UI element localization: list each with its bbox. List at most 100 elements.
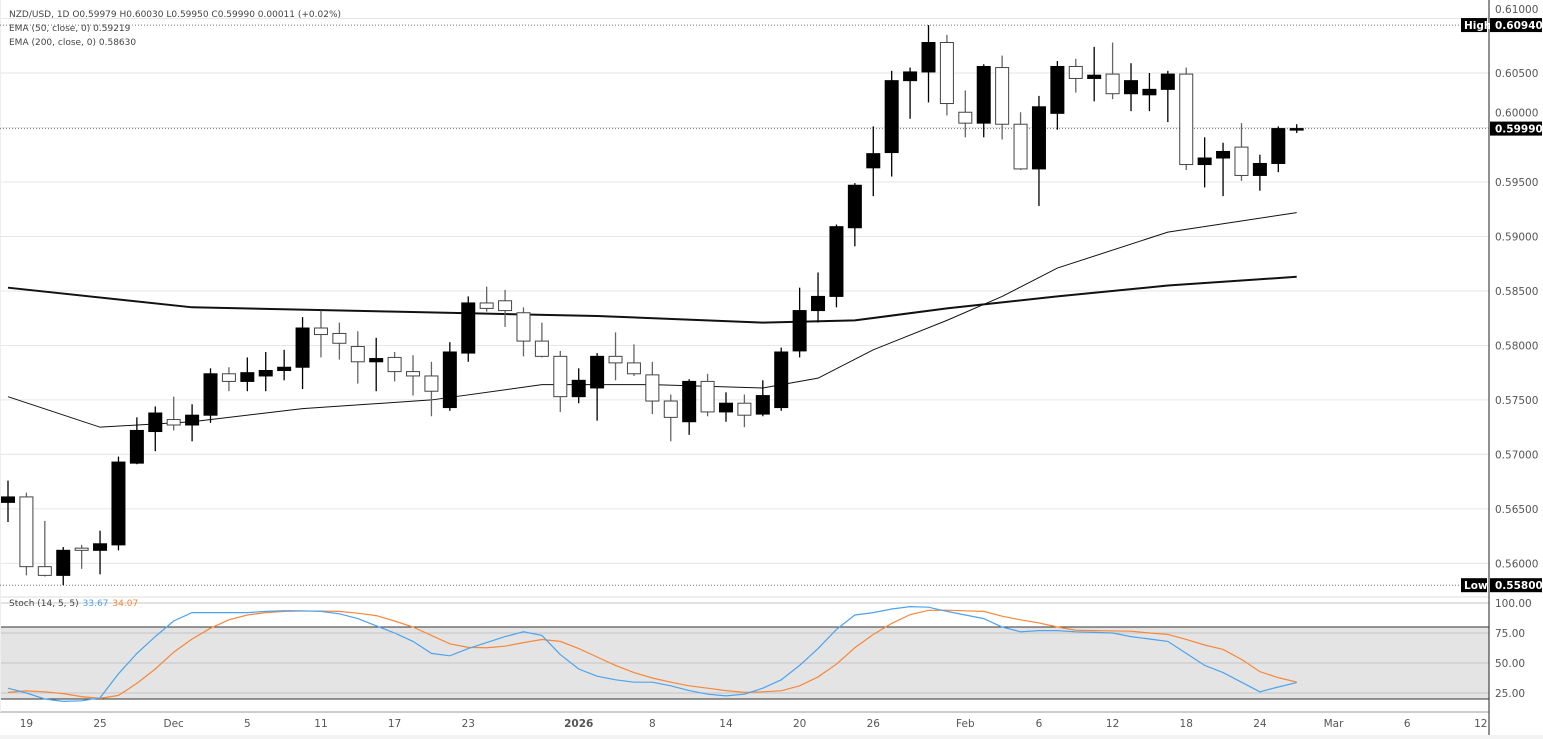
candle <box>1068 58 1083 93</box>
price-axis-label: 0.56500 <box>1495 504 1538 516</box>
price-axis-label: 0.58500 <box>1495 286 1538 298</box>
stoch-legend: Stoch (14, 5, 5) 33.67 34.07 <box>9 599 142 610</box>
candle <box>626 344 641 376</box>
stoch-d-value: 34.07 <box>112 599 139 609</box>
candle <box>1179 67 1194 170</box>
candle <box>166 396 181 431</box>
candle-body <box>774 351 789 409</box>
candle-body <box>1252 162 1267 176</box>
candle-body <box>1031 106 1046 170</box>
candle-body <box>718 402 733 413</box>
candle <box>313 310 328 358</box>
candle <box>129 417 144 465</box>
candle-body <box>56 549 71 576</box>
price-axis-label: 0.56000 <box>1495 558 1538 570</box>
candle-body <box>221 373 236 382</box>
candle-body <box>313 327 328 336</box>
candle <box>700 373 715 417</box>
time-axis-label: 19 <box>20 718 33 730</box>
candle-body <box>203 373 218 416</box>
marker-tag-low <box>1461 578 1487 593</box>
candle-body <box>590 355 605 389</box>
candle <box>424 361 439 417</box>
stoch-axis-label: 25.00 <box>1495 688 1525 700</box>
candle <box>1 480 15 522</box>
candle <box>866 126 881 197</box>
ema50-label: EMA (50, close, 0) 0.59219 <box>9 24 131 34</box>
candle-body <box>1197 157 1212 166</box>
candle <box>369 337 384 392</box>
candle-body <box>1271 128 1286 164</box>
candle <box>19 492 34 576</box>
candle <box>203 368 218 423</box>
candle-body <box>350 346 365 363</box>
candle <box>939 34 954 116</box>
candle <box>534 322 549 358</box>
time-axis-label: 23 <box>462 718 475 730</box>
time-axis-label: 17 <box>388 718 401 730</box>
candle-body <box>369 358 384 363</box>
candle <box>1216 142 1231 197</box>
candle <box>995 55 1010 140</box>
candle-body <box>1124 80 1139 95</box>
candle-body <box>737 402 752 416</box>
candle <box>571 368 586 404</box>
price-marker-value: 0.60940 <box>1495 20 1543 32</box>
candle <box>74 544 89 569</box>
candle <box>1105 42 1120 100</box>
candle-body <box>645 374 660 402</box>
candle <box>1142 73 1157 112</box>
candle <box>1031 95 1046 206</box>
candle-body <box>866 153 881 169</box>
candle <box>718 392 733 422</box>
candle-body <box>663 400 678 418</box>
candle <box>442 342 457 411</box>
candle <box>93 530 108 575</box>
candle <box>811 272 826 323</box>
candle-body <box>1087 74 1102 79</box>
candle-body <box>1216 150 1231 159</box>
candle-body <box>93 543 108 551</box>
candle-body <box>1105 73 1120 95</box>
candle <box>1271 126 1286 173</box>
time-axis-label: 26 <box>867 718 881 730</box>
price-marker-box <box>1490 121 1542 136</box>
candle-body <box>277 366 292 372</box>
candle-body <box>166 419 181 426</box>
candle-body <box>847 184 862 229</box>
candle <box>148 406 163 452</box>
candle <box>884 70 899 177</box>
time-axis-label: 8 <box>649 718 656 730</box>
candle <box>737 394 752 428</box>
marker-tag-high <box>1461 18 1487 33</box>
stoch-axis-label: 100.00 <box>1495 598 1532 610</box>
candle <box>608 332 623 381</box>
time-axis-label: Dec <box>164 718 185 730</box>
price-axis-label: 0.59500 <box>1495 177 1538 189</box>
candle <box>682 379 697 435</box>
marker-tag-label: High <box>1464 20 1491 32</box>
price-axis-label: 0.57500 <box>1495 395 1538 407</box>
stoch-k-line <box>7 605 1297 703</box>
candle-body <box>939 42 954 105</box>
price-axis-label: 0.61000 <box>1495 4 1538 16</box>
candle <box>553 350 568 412</box>
candle <box>755 380 770 417</box>
candle <box>921 25 936 103</box>
candle-body <box>185 414 200 426</box>
time-axis-label: 18 <box>1180 718 1193 730</box>
candle-body <box>700 380 715 413</box>
candle <box>829 224 844 308</box>
candle-body <box>295 327 310 368</box>
candle <box>792 287 807 358</box>
candle-body <box>571 379 586 398</box>
candle-body <box>1179 73 1194 166</box>
candle-body <box>332 332 347 344</box>
candle-body <box>884 80 899 154</box>
candle <box>406 355 421 396</box>
candle-body <box>19 496 34 568</box>
candle <box>847 183 862 247</box>
candle <box>240 357 255 392</box>
candle-body <box>608 355 623 364</box>
